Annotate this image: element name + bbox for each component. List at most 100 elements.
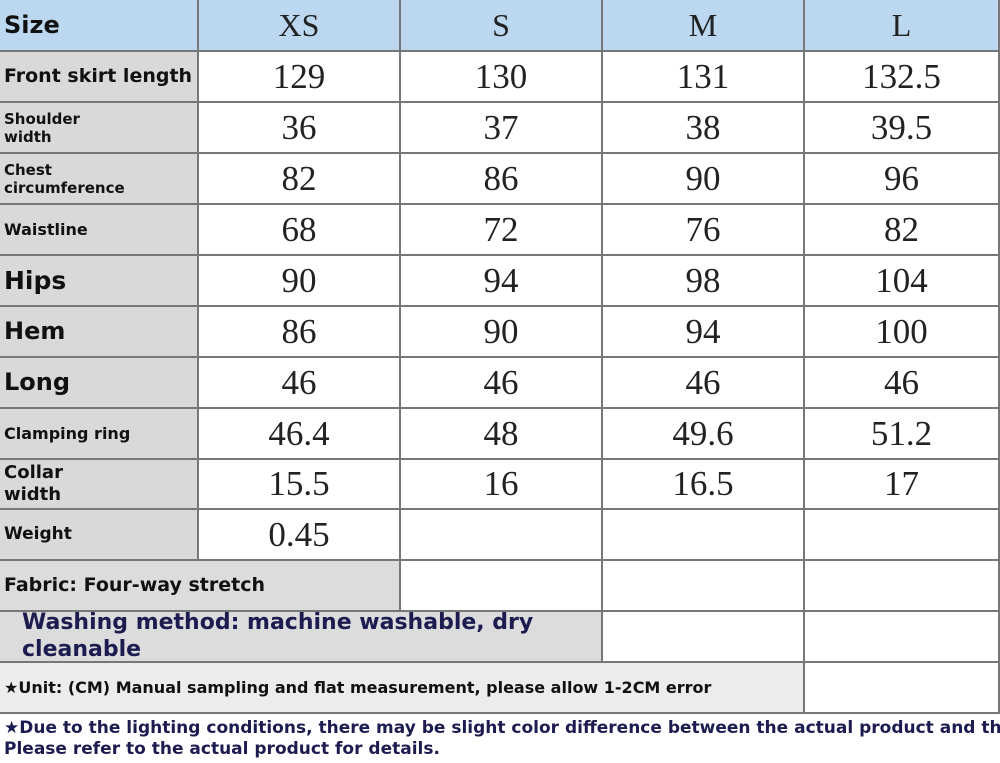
cell-text: 46 — [483, 362, 519, 402]
cell-text: Front skirt length — [4, 65, 193, 88]
value-cell: 90 — [401, 307, 603, 358]
value-cell — [401, 510, 603, 561]
row-label: Shoulder width — [0, 103, 199, 154]
cell-text: Collar width — [4, 462, 63, 505]
cell-text: Hips — [4, 265, 67, 295]
cell-text: 39.5 — [870, 107, 933, 147]
value-cell: 46 — [805, 358, 1000, 409]
cell-text: 94 — [685, 311, 721, 351]
row-label: Waistline — [0, 205, 199, 256]
value-cell: 46 — [603, 358, 805, 409]
value-cell: 37 — [401, 103, 603, 154]
empty-cell — [805, 612, 1000, 663]
cell-text: Hem — [4, 317, 66, 346]
cell-text: S — [492, 6, 510, 43]
value-cell: 104 — [805, 256, 1000, 307]
cell-text: 94 — [483, 260, 519, 300]
value-cell: 98 — [603, 256, 805, 307]
cell-text: XS — [278, 6, 320, 43]
row-label: Collar width — [0, 460, 199, 510]
cell-text: 98 — [685, 260, 721, 300]
cell-text: 131 — [676, 56, 730, 96]
value-cell — [603, 510, 805, 561]
row-label: Long — [0, 358, 199, 409]
value-cell: 46 — [401, 358, 603, 409]
value-cell: 39.5 — [805, 103, 1000, 154]
size-header: XS — [199, 0, 401, 52]
cell-text: 37 — [483, 107, 519, 147]
cell-text: 16.5 — [672, 464, 734, 503]
value-cell: 48 — [401, 409, 603, 460]
cell-text: 90 — [685, 158, 721, 198]
cell-text: 0.45 — [268, 514, 330, 554]
value-cell: 51.2 — [805, 409, 1000, 460]
cell-text: 72 — [483, 209, 519, 249]
cell-text: 129 — [272, 56, 326, 96]
value-cell: 90 — [603, 154, 805, 205]
note-line: Please refer to the actual product for d… — [4, 738, 440, 759]
value-cell: 96 — [805, 154, 1000, 205]
value-cell: 49.6 — [603, 409, 805, 460]
cell-text: 16 — [483, 464, 519, 503]
cell-text: Size — [4, 10, 60, 39]
empty-cell — [805, 561, 1000, 612]
row-label: Front skirt length — [0, 52, 199, 103]
value-cell: 46 — [199, 358, 401, 409]
cell-text: Waistline — [4, 219, 88, 239]
value-cell: 16.5 — [603, 460, 805, 510]
cell-text: 49.6 — [672, 413, 734, 453]
size-header: S — [401, 0, 603, 52]
cell-text: 17 — [884, 464, 919, 503]
cell-text: 76 — [685, 209, 721, 249]
value-cell: 82 — [805, 205, 1000, 256]
row-label: Weight — [0, 510, 199, 561]
cell-text: 36 — [281, 107, 317, 147]
value-cell: 82 — [199, 154, 401, 205]
cell-text: Chest circumference — [4, 160, 125, 197]
value-cell: 16 — [401, 460, 603, 510]
value-cell: 132.5 — [805, 52, 1000, 103]
cell-text: 15.5 — [268, 464, 330, 503]
cell-text: Shoulder width — [4, 109, 80, 146]
cell-text: 90 — [281, 260, 317, 300]
washing-note: Washing method: machine washable, dry cl… — [0, 612, 603, 663]
value-cell: 46.4 — [199, 409, 401, 460]
cell-text: 82 — [884, 209, 919, 249]
cell-text: 46 — [281, 362, 317, 402]
lighting-note: ★Due to the lighting conditions, there m… — [0, 714, 1000, 763]
empty-cell — [805, 663, 1000, 714]
cell-text: 46 — [884, 362, 919, 402]
cell-text: ★Unit: (CM) Manual sampling and flat mea… — [4, 677, 712, 697]
value-cell: 0.45 — [199, 510, 401, 561]
value-cell: 130 — [401, 52, 603, 103]
cell-text: L — [891, 6, 912, 43]
value-cell: 76 — [603, 205, 805, 256]
value-cell: 86 — [199, 307, 401, 358]
note-line: ★Due to the lighting conditions, there m… — [4, 718, 1000, 739]
cell-text: 86 — [483, 158, 519, 198]
value-cell: 68 — [199, 205, 401, 256]
row-label: Chest circumference — [0, 154, 199, 205]
cell-text: 51.2 — [870, 413, 933, 453]
value-cell: 86 — [401, 154, 603, 205]
cell-text: 68 — [281, 209, 317, 249]
value-cell: 90 — [199, 256, 401, 307]
cell-text: 38 — [685, 107, 721, 147]
cell-text: 82 — [281, 158, 317, 198]
cell-text: Washing method: machine washable, dry cl… — [22, 612, 534, 662]
value-cell: 129 — [199, 52, 401, 103]
cell-text: 100 — [875, 311, 928, 351]
cell-text: Long — [4, 368, 71, 397]
value-cell: 36 — [199, 103, 401, 154]
value-cell — [805, 510, 1000, 561]
cell-text: Fabric: Four-way stretch — [4, 574, 265, 597]
value-cell: 38 — [603, 103, 805, 154]
row-label: Hips — [0, 256, 199, 307]
cell-text: 46.4 — [268, 413, 330, 453]
value-cell: 17 — [805, 460, 1000, 510]
cell-text: 48 — [483, 413, 519, 453]
empty-cell — [603, 612, 805, 663]
empty-cell — [401, 561, 603, 612]
row-label: Hem — [0, 307, 199, 358]
